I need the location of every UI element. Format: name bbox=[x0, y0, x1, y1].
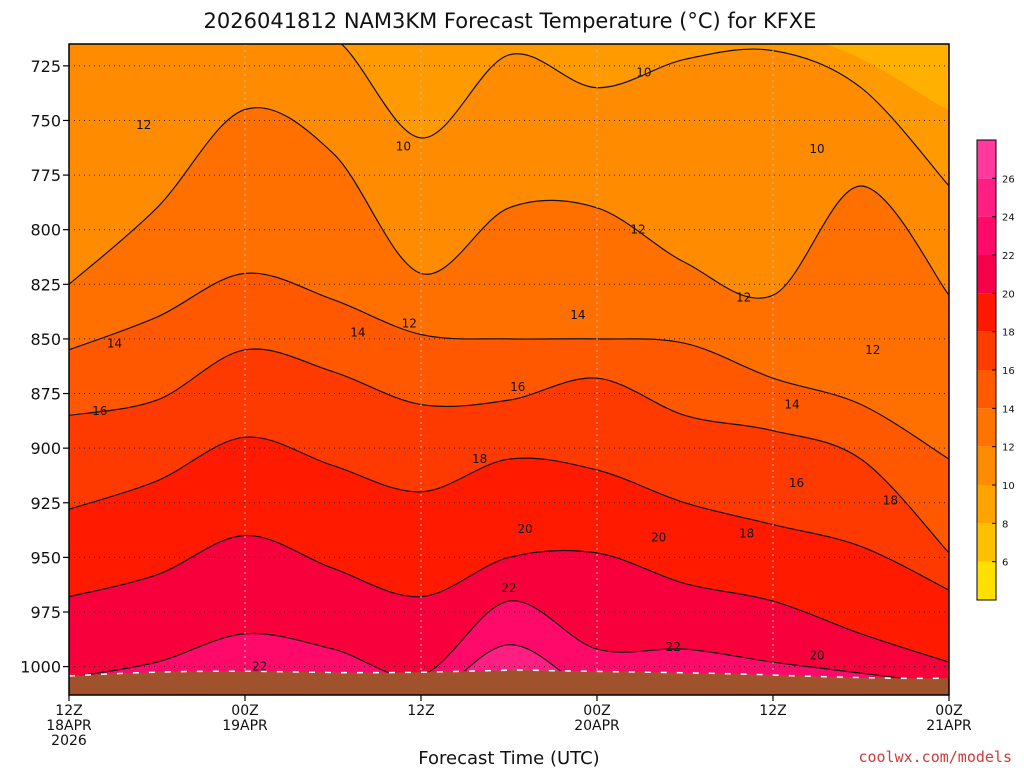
x-tick-label: 00Z bbox=[935, 703, 962, 719]
x-tick-label: 00Z bbox=[231, 703, 258, 719]
colorbar-tick-label: 22 bbox=[1002, 251, 1015, 262]
y-tick-label: 950 bbox=[30, 548, 61, 567]
grid-lines bbox=[69, 44, 949, 695]
colorbar-tick-label: 10 bbox=[1002, 481, 1015, 492]
contour-label: 10 bbox=[396, 140, 411, 154]
y-tick-label: 900 bbox=[30, 439, 61, 458]
contour-20 bbox=[69, 534, 949, 663]
y-tick-label: 875 bbox=[30, 385, 61, 404]
contour-label: 10 bbox=[809, 142, 824, 156]
colorbar-tick-label: 8 bbox=[1002, 519, 1008, 530]
colorbar-swatch bbox=[977, 446, 996, 485]
contour-label: 16 bbox=[510, 380, 525, 394]
colorbar-swatch bbox=[977, 523, 996, 562]
colorbar-tick-label: 16 bbox=[1002, 366, 1015, 377]
contour-labels: 10 12 10 10 12 12 12 14 14 14 12 16 14 16 18 16 18 20 20 18… bbox=[92, 65, 898, 673]
plot-area: 10 12 10 10 12 12 12 14 14 14 12 16 14 16 18 16 18 20 20 18… bbox=[69, 44, 949, 695]
y-tick-label: 975 bbox=[30, 603, 61, 622]
colorbar-swatch bbox=[977, 370, 996, 409]
contour-label: 16 bbox=[92, 404, 107, 418]
x-axis-label: Forecast Time (UTC) bbox=[418, 748, 599, 768]
colorbar-swatch bbox=[977, 255, 996, 294]
colorbar-tick-label: 18 bbox=[1002, 328, 1015, 339]
contour-label: 18 bbox=[883, 494, 898, 508]
contour-label: 12 bbox=[136, 118, 151, 132]
contour-label: 22 bbox=[666, 640, 681, 654]
colorbar-swatch bbox=[977, 293, 996, 332]
colorbar-swatch bbox=[977, 140, 996, 179]
colorbar-tick-label: 20 bbox=[1002, 289, 1015, 300]
contour-label: 14 bbox=[107, 336, 122, 350]
contour-10 bbox=[340, 44, 949, 187]
contour-label: 14 bbox=[570, 308, 585, 322]
x-tick-label: 20APR bbox=[574, 718, 620, 734]
colorbar-tick-label: 26 bbox=[1002, 174, 1015, 185]
y-tick-label: 850 bbox=[30, 330, 61, 349]
plot-frame bbox=[68, 43, 950, 696]
colorbar-tick-label: 12 bbox=[1002, 443, 1015, 454]
x-tick-label: 12Z bbox=[407, 703, 434, 719]
contour-label: 12 bbox=[865, 343, 880, 357]
colorbar-swatch bbox=[977, 408, 996, 447]
x-tick-label: 00Z bbox=[583, 703, 610, 719]
contour-label: 14 bbox=[350, 325, 365, 339]
contour-label: 12 bbox=[402, 317, 417, 331]
colorbar-swatch bbox=[977, 485, 996, 524]
y-tick-label: 825 bbox=[30, 275, 61, 294]
contour-label: 12 bbox=[630, 223, 645, 237]
x-tick-label: 2026 bbox=[51, 733, 87, 749]
contour-label: 14 bbox=[784, 397, 799, 411]
credit-text[interactable]: coolwx.com/models bbox=[858, 748, 1012, 766]
terrain-ground bbox=[69, 669, 949, 695]
chart-title: 2026041812 NAM3KM Forecast Temperature (… bbox=[204, 9, 817, 33]
colorbar-swatch bbox=[977, 178, 996, 217]
colorbar-swatch bbox=[977, 331, 996, 370]
contour-label: 20 bbox=[809, 649, 824, 663]
y-axis: 725 750 775 800 825 850 875 900 925 950 975 1000 bbox=[20, 57, 69, 677]
temperature-bands bbox=[69, 44, 949, 695]
contour-label: 12 bbox=[736, 290, 751, 304]
y-tick-label: 775 bbox=[30, 166, 61, 185]
contour-label: 16 bbox=[789, 476, 804, 490]
contour-label: 10 bbox=[636, 65, 651, 79]
x-tick-label: 19APR bbox=[222, 718, 268, 734]
colorbar-tick-label: 24 bbox=[1002, 213, 1015, 224]
contour-label: 20 bbox=[517, 522, 532, 536]
colorbar-tick-label: 6 bbox=[1002, 558, 1008, 569]
contour-label: 22 bbox=[501, 581, 516, 595]
x-tick-label: 21APR bbox=[926, 718, 972, 734]
contour-label: 20 bbox=[651, 531, 666, 545]
contour-12 bbox=[69, 107, 949, 299]
y-tick-label: 800 bbox=[30, 221, 61, 240]
colorbar: 6 8 10 12 14 16 18 20 22 24 26 bbox=[976, 139, 1015, 601]
colorbar-swatch bbox=[977, 216, 996, 255]
contour-label: 18 bbox=[472, 452, 487, 466]
y-tick-label: 725 bbox=[30, 57, 61, 76]
y-tick-label: 925 bbox=[30, 494, 61, 513]
x-tick-label: 12Z bbox=[55, 703, 82, 719]
colorbar-swatch bbox=[977, 561, 996, 600]
contour-label: 22 bbox=[252, 660, 267, 674]
band-24 bbox=[69, 644, 949, 695]
band-warm-top bbox=[729, 44, 949, 110]
y-tick-label: 1000 bbox=[20, 658, 61, 677]
x-tick-label: 18APR bbox=[46, 718, 92, 734]
colorbar-tick-label: 14 bbox=[1002, 404, 1015, 415]
contour-label: 18 bbox=[739, 526, 754, 540]
contour-16 bbox=[69, 348, 949, 554]
contour-22 bbox=[69, 600, 949, 685]
y-tick-label: 750 bbox=[30, 111, 61, 130]
x-tick-label: 12Z bbox=[759, 703, 786, 719]
